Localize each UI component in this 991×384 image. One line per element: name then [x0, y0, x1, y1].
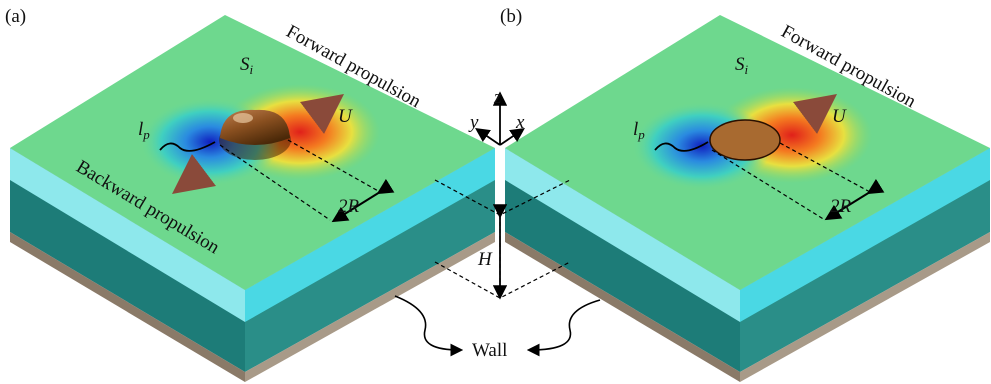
label-part: S [735, 54, 745, 75]
label-part: p [142, 127, 150, 142]
velocity-label: U [338, 106, 353, 127]
velocity-label: U [832, 106, 847, 127]
label-part: S [240, 54, 250, 75]
axis-label: z [493, 87, 502, 108]
wall-label: Wall [472, 340, 507, 361]
axis-label: y [468, 112, 479, 133]
figure: (a) (b) Si Si Forward propulsion Forward… [0, 0, 991, 384]
axis-label: x [515, 112, 525, 133]
label-part: i [250, 62, 254, 77]
panel-label: (b) [500, 6, 522, 27]
panel-label: (a) [5, 6, 26, 27]
label-part: i [745, 62, 749, 77]
height-label: H [477, 249, 493, 270]
label-part: p [637, 127, 645, 142]
diameter-label: 2R [830, 196, 852, 217]
diameter-label: 2R [338, 196, 360, 217]
